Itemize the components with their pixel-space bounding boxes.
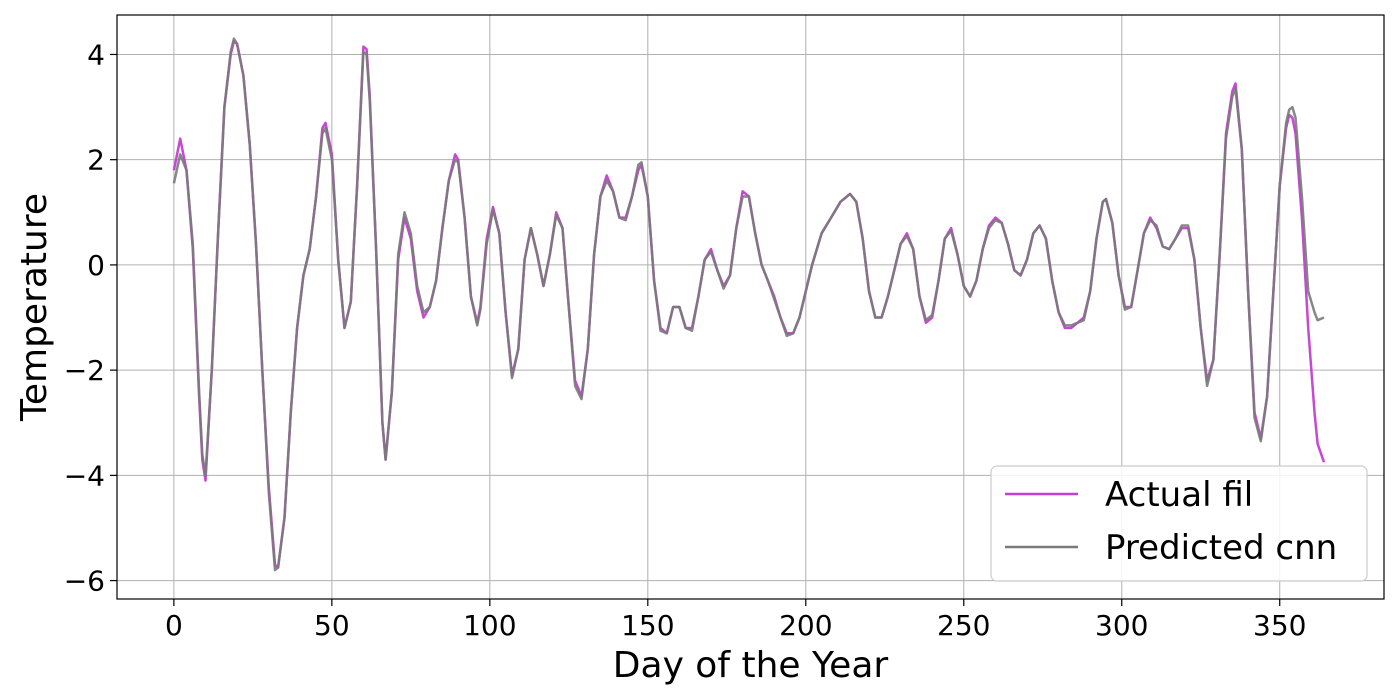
x-tick-label: 200 [779, 609, 832, 642]
y-axis-title: Temperature [14, 193, 55, 422]
legend-box [990, 465, 1368, 582]
x-axis-title: Day of the Year [613, 645, 889, 686]
y-tick-label: −6 [64, 565, 105, 598]
x-tick-label: 0 [165, 609, 183, 642]
x-tick-label: 50 [314, 609, 350, 642]
y-tick-label: 4 [87, 38, 105, 71]
y-tick-label: 0 [87, 249, 105, 282]
x-tick-label: 250 [937, 609, 990, 642]
y-tick-label: −4 [64, 459, 105, 492]
legend-label-actual: Actual fil [1105, 475, 1253, 515]
series-line-predicted [172, 37, 1325, 572]
plot-area-frame [116, 14, 1385, 600]
legend-label-predicted: Predicted cnn [1105, 528, 1337, 568]
x-tick-label: 350 [1253, 609, 1306, 642]
x-tick-label: 150 [621, 609, 674, 642]
x-tick-label: 300 [1095, 609, 1148, 642]
x-tick-label: 100 [463, 609, 516, 642]
series-lines [172, 37, 1326, 572]
axis-ticks: 0 50 100 150 200 250 300 350 −6 −4 −2 0 2 4 [64, 38, 1307, 642]
y-tick-label: −2 [64, 354, 105, 387]
legend: Actual fil Predicted cnn [990, 465, 1368, 582]
y-tick-label: 2 [87, 144, 105, 177]
